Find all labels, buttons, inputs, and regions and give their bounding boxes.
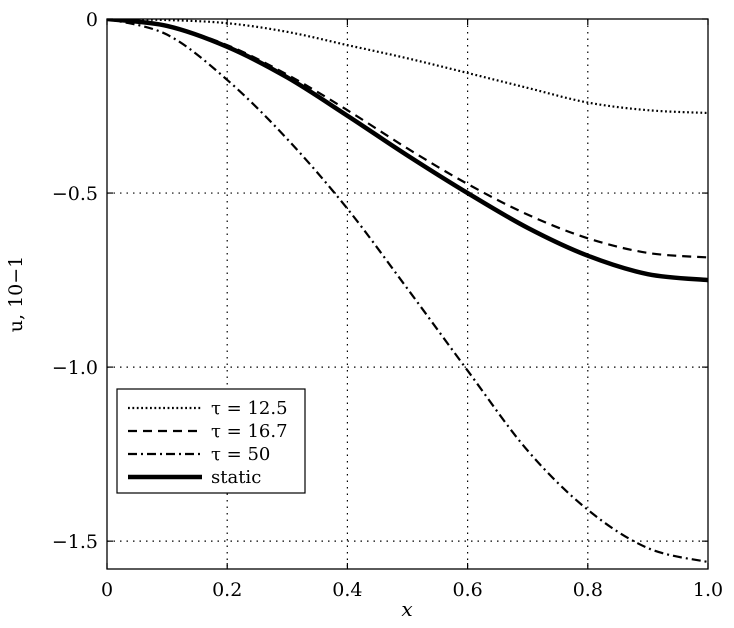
legend-label: static bbox=[211, 467, 261, 488]
y-tick-label: −1.0 bbox=[52, 357, 98, 379]
x-tick-label: 0.2 bbox=[212, 579, 242, 601]
series-line-3 bbox=[107, 19, 708, 283]
x-tick-label: 0.6 bbox=[452, 579, 482, 601]
x-tick-labels: 0 0.2 0.4 0.6 0.8 1.0 bbox=[101, 579, 723, 601]
y-axis-label: u, 10−1 bbox=[5, 256, 27, 333]
series-line-0 bbox=[107, 19, 708, 115]
legend-label: τ = 16.7 bbox=[211, 421, 288, 442]
legend-label: τ = 12.5 bbox=[211, 398, 288, 419]
y-tick-label: −1.5 bbox=[52, 531, 98, 553]
x-tick-label: 0.4 bbox=[332, 579, 362, 601]
x-tick-label: 0.8 bbox=[573, 579, 603, 601]
series-line-2 bbox=[107, 19, 708, 564]
x-tick-label: 0 bbox=[101, 579, 113, 601]
y-tick-labels: 0 −0.5 −1.0 −1.5 bbox=[52, 9, 98, 553]
x-tick-label: 1.0 bbox=[693, 579, 723, 601]
y-tick-label: 0 bbox=[86, 9, 98, 31]
y-tick-label: −0.5 bbox=[52, 183, 98, 205]
axis-ticks bbox=[106, 18, 709, 569]
plot-frame bbox=[106, 18, 709, 570]
legend-label: τ = 50 bbox=[211, 444, 270, 465]
series-lines bbox=[107, 19, 708, 564]
x-axis-label: x bbox=[401, 597, 412, 621]
